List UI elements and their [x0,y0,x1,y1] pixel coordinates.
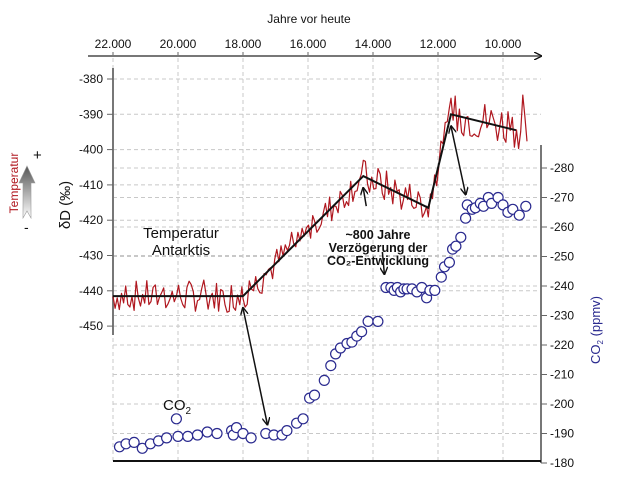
right-axis-tick-label: -190 [550,427,574,441]
co2-data-point [435,271,447,283]
top-axis-tick-label: 20.000 [160,37,197,51]
lag-arrow [451,126,466,194]
grid [112,58,541,461]
right-axis-title-sub: 2 [596,340,605,345]
top-axis-ticks: 22.000 20.000 18.000 16.000 14.000 12.000 10.0… [88,37,541,57]
right-axis-title-unit: (ppmv) [588,296,603,340]
temperature-gradient-arrow-icon [18,165,36,220]
co2-data-point [429,284,441,296]
co2-data-point [455,231,467,243]
lag-arrows [243,126,466,424]
annotation-co2-sub: 2 [186,406,192,417]
co2-data-point [128,436,140,448]
co2-data-point [513,209,525,221]
top-axis-tick-label: 16.000 [290,37,327,51]
top-axis-tick-label: 14.000 [355,37,392,51]
top-axis-tick-label: 10.000 [485,37,522,51]
temperature-minus: - [24,219,29,235]
left-axis-tick-label: -450 [79,319,103,333]
top-axis-title: Jahre vor heute [267,12,351,26]
right-axis-tick-label: -240 [550,279,574,293]
co2-data-point [172,430,184,442]
series [112,94,532,454]
right-axis-tick-label: -180 [550,456,574,470]
left-axis-tick-label: -430 [79,249,103,263]
right-axis-tick-label: -230 [550,309,574,323]
right-axis-title-main: CO [588,345,603,365]
right-axis-tick-label: -250 [550,250,574,264]
right-axis-title: CO2 (ppmv) [588,296,605,364]
co2-data-point [362,315,374,327]
co2-data-point [443,256,455,268]
top-axis-tick-label: 22.000 [95,37,132,51]
left-axis-tick-label: -440 [79,284,103,298]
left-axis-tick-label: -400 [79,143,103,157]
temperature-trend-line [113,113,517,298]
right-axis-tick-label: -200 [550,397,574,411]
annotation-temperature-line1: Temperatur [143,225,219,242]
annotation-lag-line3: CO₂-Entwicklung [327,254,429,268]
co2-data-point [170,413,182,425]
co2-data-point [308,389,321,401]
co2-data-point [182,430,194,442]
right-axis-tick-label: -220 [550,338,574,352]
lag-arrow-up [363,188,366,207]
temperature-plus: + [33,147,42,164]
co2-data-point [245,432,257,444]
annotation-lag-line2: Verzögerung der [329,241,428,255]
lag-arrow [243,308,267,424]
left-axis-tick-label: -380 [79,72,103,86]
annotation-temperature-line2: Antarktis [152,242,210,259]
temperature-label: Temperatur [7,153,21,214]
right-axis-tick-label: -270 [550,191,574,205]
lag-arrow-down [382,251,384,274]
annotation-co2: CO2 [163,397,192,417]
annotation-co2-main: CO [163,397,186,414]
right-axis-ticks: -280 -270 -260 -250 -240 -230 -220 -210 -200 -190… [113,145,574,470]
co2-data-point [297,413,309,425]
right-axis-tick-label: -280 [550,161,574,175]
co2-data-point [325,360,337,372]
co2-data-point [161,432,173,444]
co2-data-point [318,374,330,386]
co2-data-point [450,240,462,252]
temperature-indicator: + - Temperatur [7,147,42,235]
axes: Jahre vor heute 22.000 20.000 18.000 16.000… [79,12,574,470]
right-axis-tick-label: -210 [550,368,574,382]
left-axis-tick-label: -410 [79,178,103,192]
top-axis-tick-label: 18.000 [225,37,262,51]
right-axis-tick-label: -260 [550,220,574,234]
co2-data-point [191,429,204,441]
annotation-lag-line1: ~800 Jahre [346,228,411,242]
co2-data-point [520,200,532,212]
left-axis-tick-label: -420 [79,213,103,227]
left-axis-title: δD (‰) [57,181,74,229]
co2-data-point [211,427,223,440]
co2-data-point [356,326,368,338]
left-axis-ticks: -380 -390 -400 -410 -420 -430 -440 -450 [79,68,114,335]
co2-data-point [201,426,213,438]
top-axis-tick-label: 12.000 [420,37,457,51]
left-axis-tick-label: -390 [79,107,103,121]
co2-data-point [281,425,293,437]
co2-data-point [372,315,384,327]
co2-data-point [460,212,472,224]
